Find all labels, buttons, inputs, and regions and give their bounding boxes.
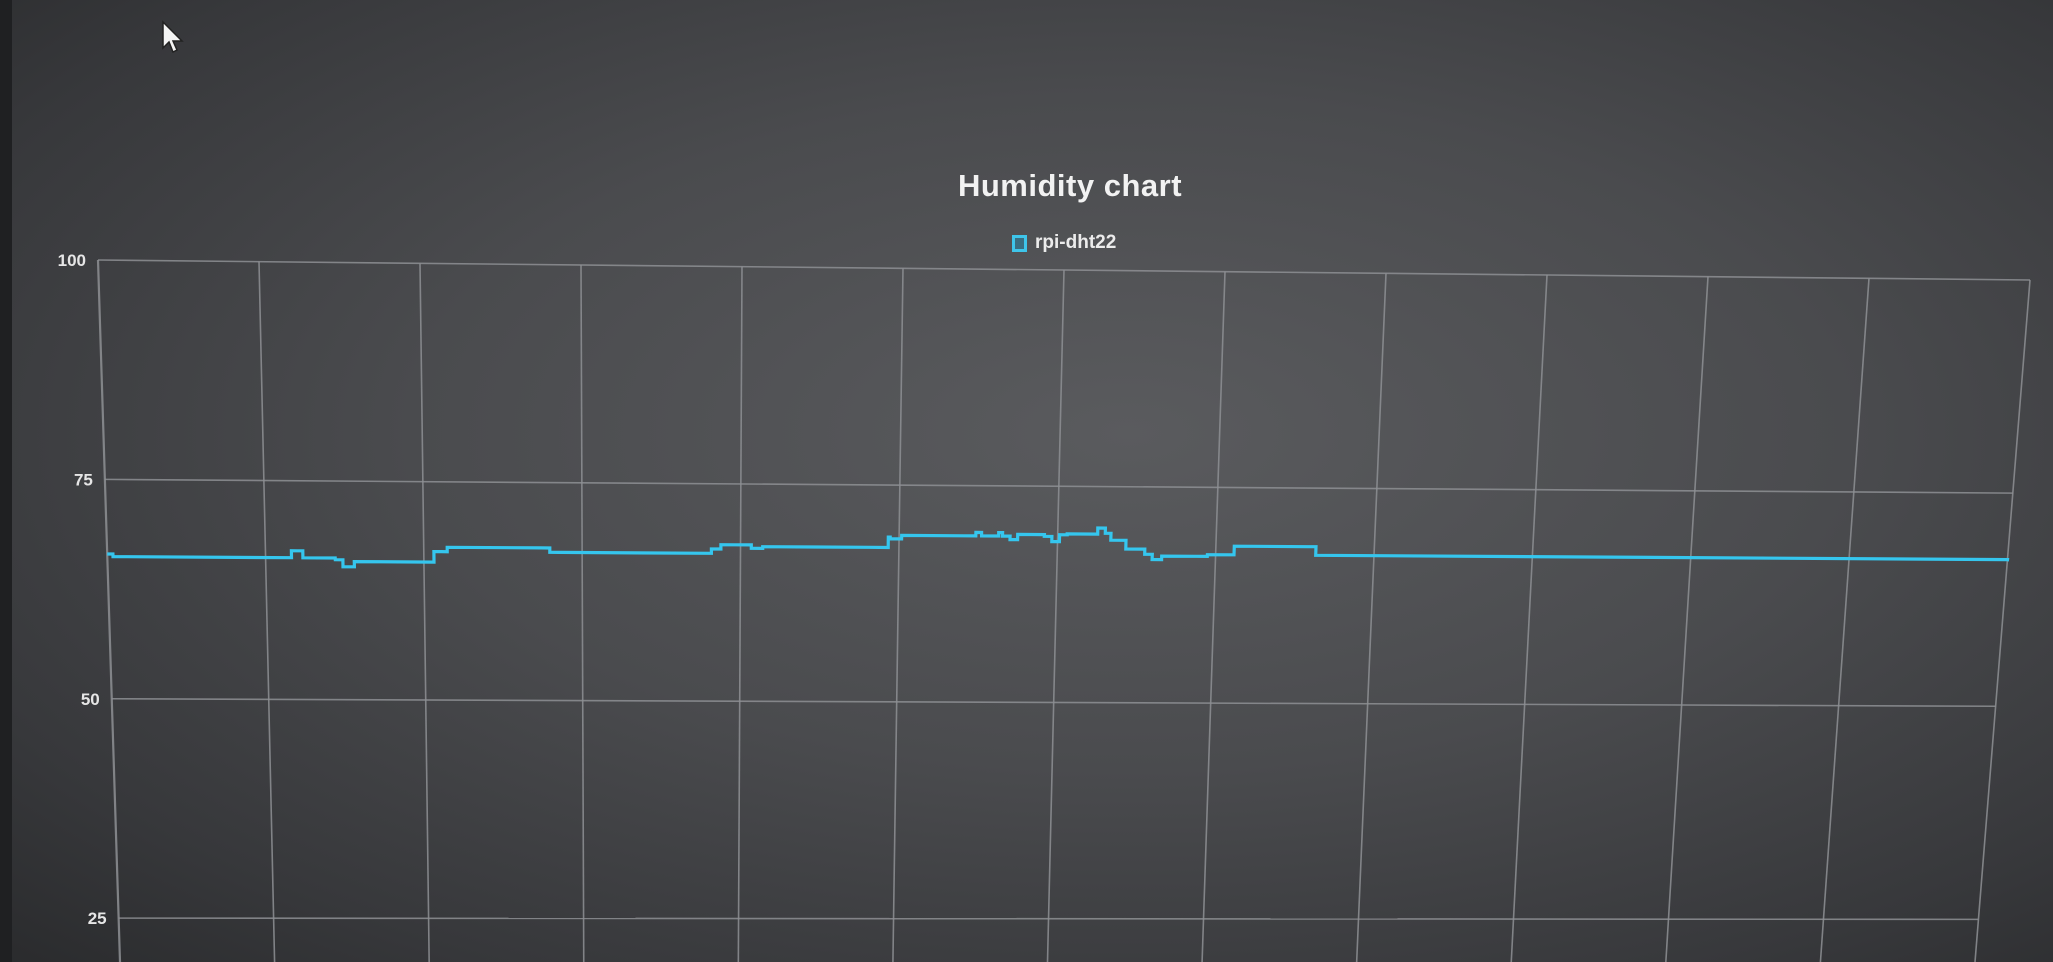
grid-line-vertical bbox=[1665, 276, 1709, 962]
grid-line-vertical bbox=[1355, 273, 1387, 962]
series-line-rpi-dht22 bbox=[107, 526, 2010, 569]
grid-line-vertical bbox=[580, 264, 585, 962]
y-tick-label: 25 bbox=[88, 909, 107, 928]
grid-line-vertical bbox=[1510, 274, 1548, 962]
y-tick-label: 50 bbox=[81, 690, 100, 709]
chart-legend[interactable]: rpi-dht22 bbox=[1012, 232, 1116, 254]
legend-series-label: rpi-dht22 bbox=[1035, 232, 1117, 253]
grid-line-horizontal bbox=[104, 478, 2013, 494]
grid-line-vertical bbox=[96, 259, 122, 962]
grid-line-vertical bbox=[419, 263, 430, 962]
grid-line-vertical bbox=[1974, 279, 2031, 962]
chart-title: Humidity chart bbox=[957, 168, 1183, 203]
mouse-cursor-icon bbox=[162, 20, 184, 54]
monitor-bezel bbox=[0, 0, 12, 962]
y-tick-label: 75 bbox=[74, 470, 93, 489]
grid-line-vertical bbox=[737, 266, 743, 962]
grid-line-vertical bbox=[892, 268, 904, 962]
grid-line-horizontal bbox=[118, 917, 1979, 921]
grid-line-vertical bbox=[1046, 269, 1065, 962]
grid-line-horizontal bbox=[111, 697, 1996, 708]
y-tick-label: 100 bbox=[58, 251, 86, 270]
grid-line-vertical bbox=[258, 261, 276, 962]
legend-swatch-icon bbox=[1012, 234, 1027, 252]
grid-line-horizontal bbox=[97, 259, 2031, 281]
grid-line-vertical bbox=[1819, 278, 1870, 962]
grid-line-vertical bbox=[1201, 271, 1226, 962]
